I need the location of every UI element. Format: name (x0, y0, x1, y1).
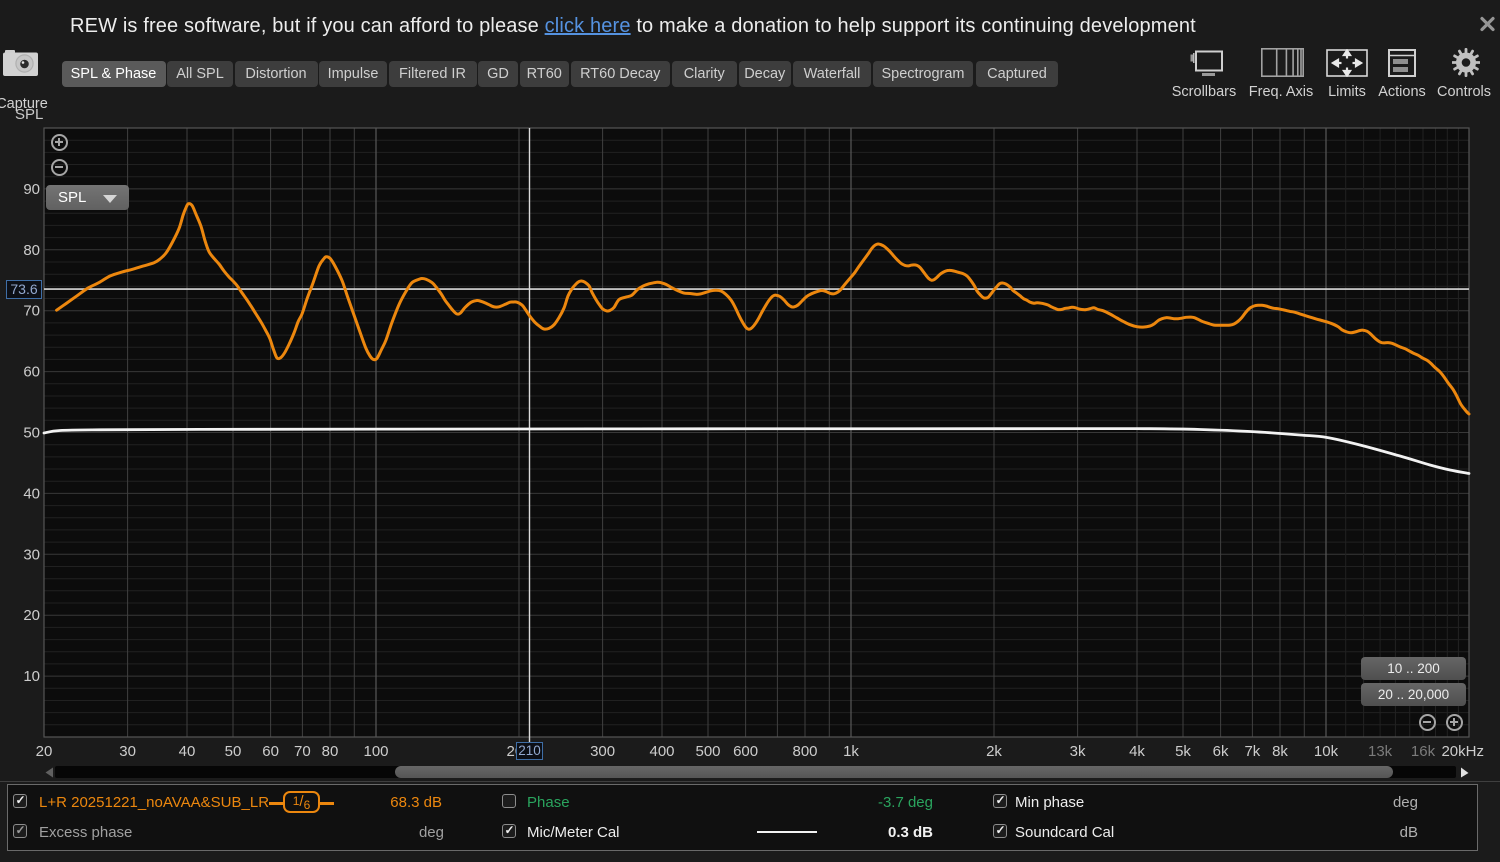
svg-text:20: 20 (23, 607, 40, 624)
svg-text:20: 20 (36, 743, 53, 760)
svg-text:10k: 10k (1314, 743, 1339, 760)
svg-text:50: 50 (23, 425, 40, 442)
svg-text:2k: 2k (986, 743, 1002, 760)
svg-text:6k: 6k (1213, 743, 1229, 760)
svg-text:4k: 4k (1129, 743, 1145, 760)
svg-text:20kHz: 20kHz (1441, 743, 1484, 760)
svg-text:100: 100 (363, 743, 388, 760)
svg-text:30: 30 (23, 546, 40, 563)
svg-text:60: 60 (262, 743, 279, 760)
svg-text:16k: 16k (1411, 743, 1436, 760)
svg-text:3k: 3k (1070, 743, 1086, 760)
svg-text:60: 60 (23, 364, 40, 381)
svg-text:1k: 1k (843, 743, 859, 760)
svg-text:80: 80 (322, 743, 339, 760)
svg-text:70: 70 (23, 303, 40, 320)
svg-text:7k: 7k (1244, 743, 1260, 760)
svg-text:10: 10 (23, 668, 40, 685)
svg-text:600: 600 (733, 743, 758, 760)
svg-text:500: 500 (695, 743, 720, 760)
svg-text:400: 400 (649, 743, 674, 760)
svg-text:800: 800 (792, 743, 817, 760)
svg-text:70: 70 (294, 743, 311, 760)
svg-text:300: 300 (590, 743, 615, 760)
svg-text:80: 80 (23, 242, 40, 259)
svg-text:30: 30 (119, 743, 136, 760)
svg-text:5k: 5k (1175, 743, 1191, 760)
svg-text:40: 40 (23, 485, 40, 502)
svg-text:90: 90 (23, 181, 40, 198)
svg-text:13k: 13k (1368, 743, 1393, 760)
svg-text:8k: 8k (1272, 743, 1288, 760)
svg-text:50: 50 (225, 743, 242, 760)
svg-text:40: 40 (179, 743, 196, 760)
